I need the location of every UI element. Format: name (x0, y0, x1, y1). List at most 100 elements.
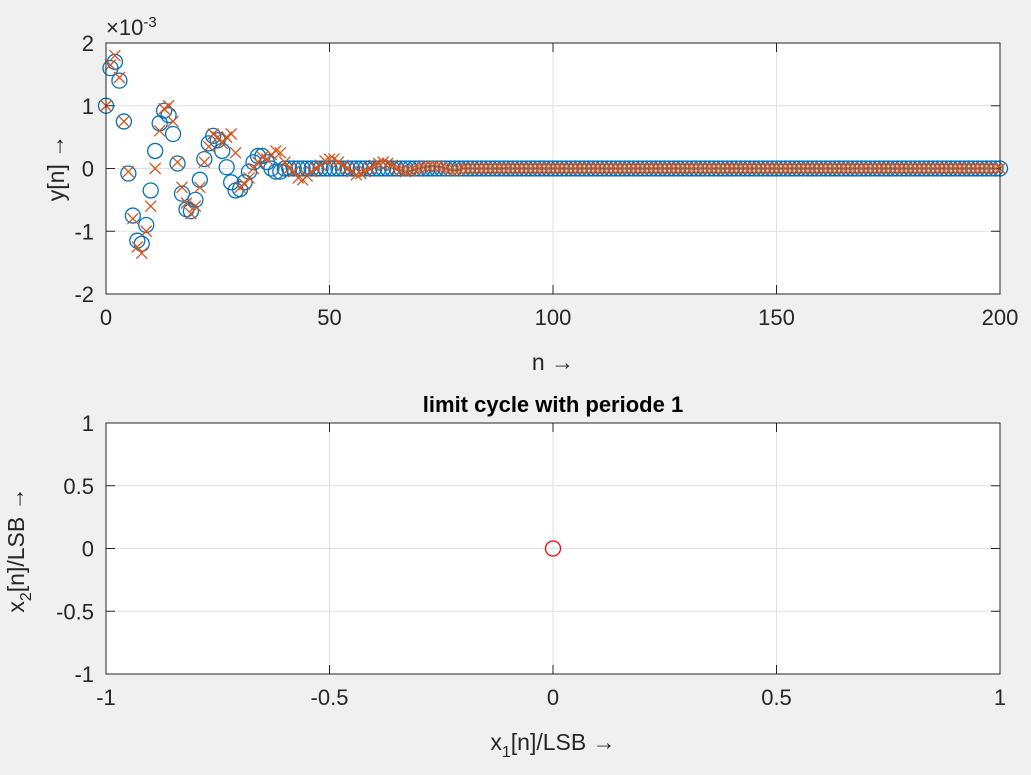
data-point-cross (953, 162, 966, 175)
top-y-exponent: ×10-3 (106, 14, 157, 40)
data-point-cross (913, 162, 926, 175)
data-point-circle (374, 160, 392, 177)
data-point-circle (661, 160, 678, 177)
data-point-cross (967, 162, 980, 175)
data-point-circle (839, 160, 857, 177)
y-tick-label: -2 (74, 282, 94, 307)
data-point-circle (594, 160, 611, 177)
data-point-cross (976, 162, 989, 175)
y-tick-label: -1 (74, 662, 94, 687)
data-point-circle (218, 159, 235, 176)
data-point-circle (138, 216, 155, 234)
data-point-cross (520, 162, 533, 175)
data-point-circle (267, 163, 285, 180)
data-point-circle (844, 160, 861, 177)
bottom-x-axis-label: x1[n]/LSB → (490, 729, 615, 761)
data-point-circle (303, 160, 320, 177)
data-point-circle (692, 160, 709, 177)
data-point-cross (404, 165, 416, 177)
data-point-cross (390, 162, 403, 175)
data-point-circle (285, 160, 302, 177)
data-point-cross (171, 156, 184, 169)
data-point-circle (321, 160, 338, 177)
data-point-circle (746, 160, 763, 177)
y-tick-label: -1 (74, 219, 94, 244)
data-point-circle (956, 160, 973, 177)
data-point-circle (325, 160, 343, 177)
x-tick-label: -1 (96, 685, 116, 710)
data-point-circle (647, 160, 664, 177)
data-point-cross (810, 162, 823, 175)
data-point-circle (817, 160, 834, 177)
data-point-cross (891, 162, 904, 175)
data-point-circle (813, 160, 830, 177)
data-point-cross (444, 163, 457, 176)
data-point-circle (486, 160, 504, 177)
data-point-cross (971, 162, 984, 175)
data-point-cross (712, 162, 725, 175)
data-point-circle (446, 160, 463, 177)
data-point-circle (862, 160, 879, 177)
data-point-cross (636, 162, 649, 175)
data-point-cross (198, 156, 211, 169)
data-point-cross (904, 162, 917, 175)
data-point-cross (122, 165, 135, 178)
data-point-circle (973, 160, 991, 177)
x-tick-label: 150 (758, 305, 795, 330)
data-point-circle (518, 160, 535, 177)
data-point-cross (645, 162, 658, 175)
data-point-circle (544, 540, 562, 557)
data-point-circle (705, 160, 723, 177)
bottom-x-tick-labels: -1 -0.5 0 0.5 1 (96, 685, 1006, 710)
data-point-cross (274, 146, 287, 159)
data-point-cross (524, 162, 537, 175)
data-point-cross (493, 162, 506, 175)
data-point-circle (978, 160, 995, 177)
data-point-circle (589, 160, 606, 177)
data-point-cross (873, 162, 886, 175)
x-tick-label: 0.5 (761, 685, 792, 710)
data-point-circle (513, 160, 530, 177)
data-point-circle (531, 160, 548, 177)
data-point-cross (649, 162, 662, 175)
data-point-cross (877, 162, 890, 175)
data-point-circle (616, 160, 633, 177)
data-point-circle (947, 160, 964, 177)
data-point-circle (312, 160, 329, 177)
data-point-cross (488, 162, 501, 175)
data-point-circle (835, 160, 852, 177)
data-point-cross (243, 171, 255, 184)
data-point-circle (969, 160, 986, 177)
data-point-cross (797, 162, 810, 175)
data-point-cross (573, 162, 586, 175)
data-point-cross (471, 162, 483, 175)
data-point-circle (629, 160, 647, 177)
top-plot: 0 50 100 150 200 2 1 0 -1 -2 ×10-3 n → y[n] → (43, 14, 1018, 375)
data-point-circle (938, 160, 955, 177)
data-point-circle (598, 160, 615, 177)
data-point-circle (652, 160, 669, 177)
data-point-cross (238, 178, 251, 191)
data-point-circle (701, 160, 718, 177)
data-point-circle (674, 160, 691, 177)
data-point-cross (144, 200, 157, 213)
data-point-cross (730, 162, 743, 175)
data-point-circle (799, 160, 816, 177)
data-point-cross (882, 162, 895, 175)
data-point-cross (323, 153, 336, 166)
data-point-cross (922, 162, 935, 175)
y-tick-label: 1 (82, 94, 94, 119)
data-point-cross (783, 162, 796, 175)
data-point-cross (792, 162, 805, 175)
data-point-cross (703, 162, 716, 175)
data-point-cross (117, 115, 130, 128)
data-point-circle (987, 160, 1004, 177)
data-point-cross (560, 162, 573, 175)
data-point-circle (808, 160, 825, 177)
data-point-circle (781, 160, 799, 177)
data-point-cross (837, 162, 850, 175)
data-point-circle (670, 160, 687, 177)
data-point-cross (614, 162, 627, 175)
data-point-cross (766, 162, 778, 175)
